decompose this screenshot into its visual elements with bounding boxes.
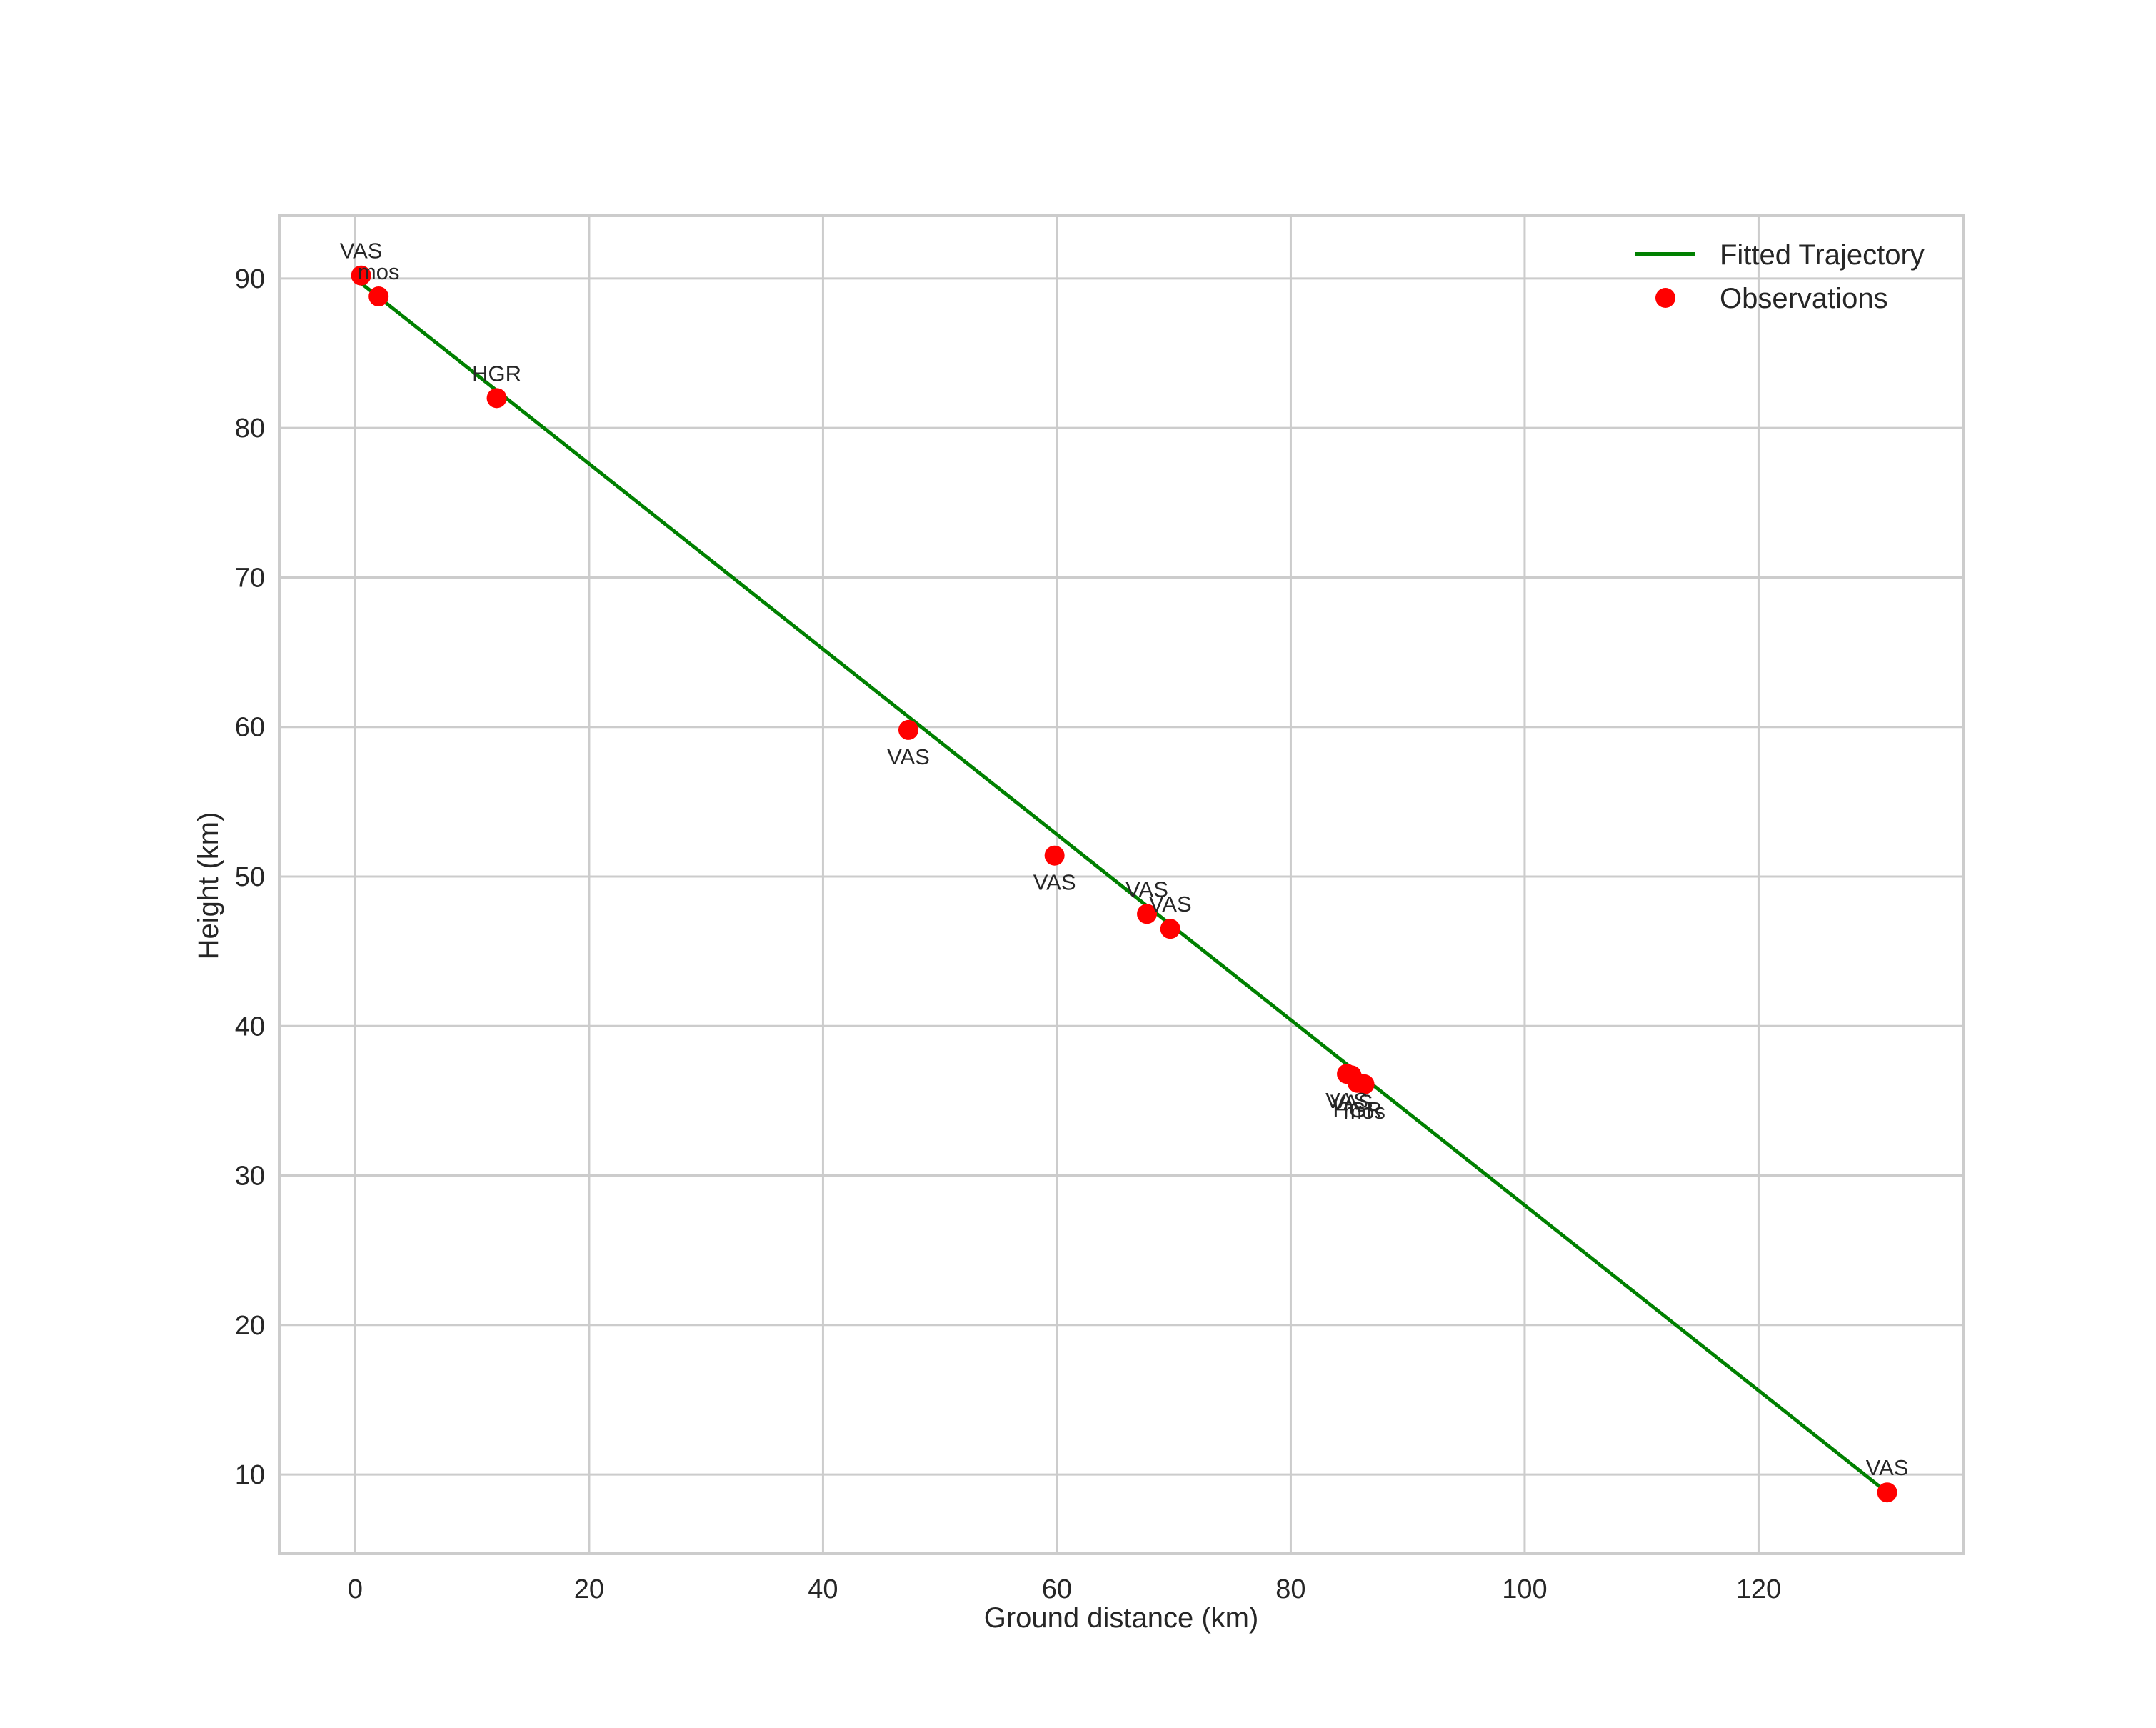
y-tick-label: 60: [235, 713, 265, 743]
x-tick-label: 60: [1042, 1574, 1072, 1604]
x-tick-label: 80: [1275, 1574, 1305, 1604]
station-label: VAS: [1033, 870, 1076, 895]
station-label: VAS: [340, 239, 383, 264]
y-tick-label: 90: [235, 264, 265, 294]
station-label: HGR: [472, 361, 521, 386]
y-tick-label: 10: [235, 1460, 265, 1490]
x-axis-label: Ground distance (km): [984, 1602, 1259, 1634]
legend-label-observations: Observations: [1720, 283, 1888, 314]
x-tick-label: 0: [348, 1574, 363, 1604]
plot-frame: [278, 214, 1965, 1555]
fitted-trajectory-line: [354, 276, 1889, 1494]
station-label: VAS: [1330, 1089, 1373, 1114]
station-label: mos: [1343, 1099, 1385, 1124]
legend: Fitted Trajectory Observations: [1635, 239, 1925, 314]
grid-lines: [279, 216, 1963, 1554]
observation-point: [1877, 1482, 1897, 1503]
trajectory-line: [354, 276, 1889, 1494]
observation-point: [1160, 919, 1180, 939]
x-tick-label: 40: [808, 1574, 838, 1604]
y-tick-label: 40: [235, 1012, 265, 1042]
x-tick-label: 20: [574, 1574, 604, 1604]
observation-point: [1044, 845, 1065, 866]
observation-point: [1137, 904, 1158, 924]
y-axis-label: Height (km): [193, 812, 224, 960]
station-label: mos: [358, 259, 400, 284]
y-tick-label: 80: [235, 414, 265, 444]
x-tick-labels: 0 20 40 60 80 100 120: [348, 1574, 1781, 1604]
observation-point: [1354, 1074, 1375, 1094]
station-label: VAS: [1866, 1455, 1909, 1480]
y-tick-label: 70: [235, 563, 265, 593]
y-tick-label: 20: [235, 1311, 265, 1341]
station-label: VAS: [1325, 1088, 1368, 1113]
observation-markers: [351, 265, 1897, 1503]
station-label: VAS: [887, 744, 930, 769]
y-tick-label: 30: [235, 1162, 265, 1192]
observation-point: [368, 286, 389, 307]
station-label: HGR: [1333, 1097, 1382, 1122]
legend-label-fitted-trajectory: Fitted Trajectory: [1720, 239, 1925, 271]
legend-marker-icon: [1655, 288, 1675, 308]
observation-point: [486, 388, 507, 409]
observation-point: [898, 719, 918, 740]
y-tick-labels: 10 20 30 40 50 60 70 80 90: [235, 264, 265, 1490]
observation-point: [351, 265, 371, 286]
station-label: VAS: [1125, 877, 1168, 902]
x-tick-label: 120: [1736, 1574, 1781, 1604]
y-tick-label: 50: [235, 862, 265, 892]
x-tick-label: 100: [1502, 1574, 1547, 1604]
station-label: VAS: [1149, 892, 1192, 917]
